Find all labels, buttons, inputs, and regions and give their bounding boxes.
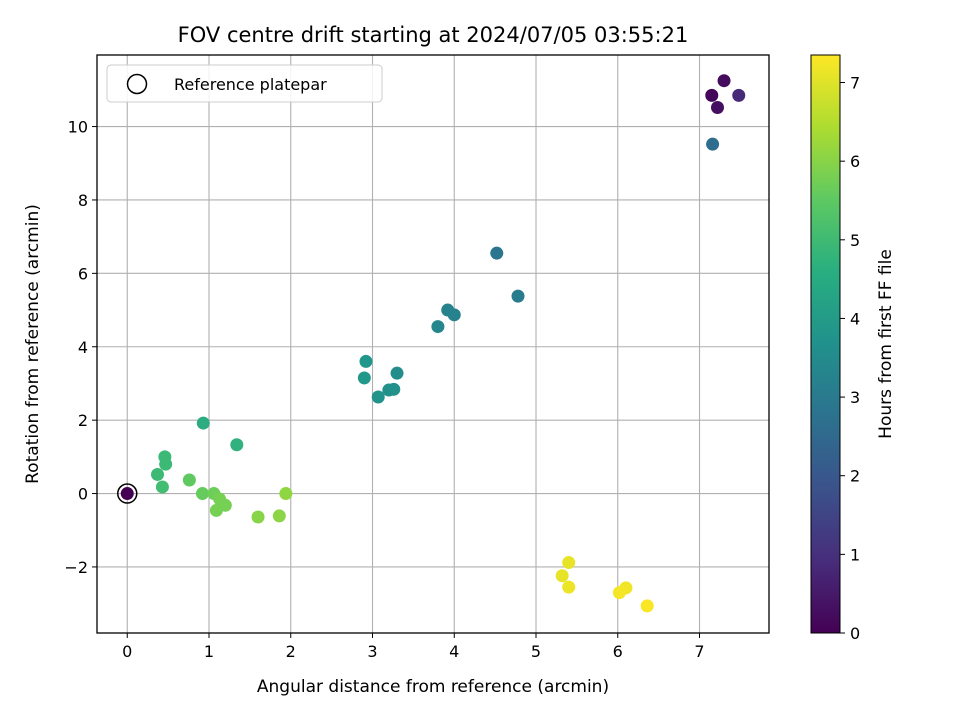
data-point — [705, 88, 719, 102]
x-axis-ticks: 0 1 2 3 4 5 6 7 — [122, 633, 705, 661]
y-tick-label: −2 — [64, 558, 88, 577]
y-tick-label: 10 — [68, 118, 88, 137]
legend-reference-marker — [126, 73, 148, 95]
data-point — [640, 599, 654, 613]
data-point — [357, 371, 371, 385]
data-point — [209, 503, 223, 517]
data-point — [562, 556, 576, 570]
colorbar-gradient — [810, 54, 841, 634]
x-tick-label: 5 — [531, 642, 541, 661]
data-points — [120, 74, 746, 613]
x-tick-label: 3 — [367, 642, 377, 661]
data-point — [196, 416, 210, 430]
colorbar-tick-label: 0 — [850, 624, 860, 643]
colorbar-tick-label: 6 — [850, 152, 860, 171]
colorbar-tick-label: 3 — [850, 388, 860, 407]
legend-box — [106, 64, 383, 103]
data-point — [371, 390, 385, 404]
data-point — [732, 88, 746, 102]
data-point — [272, 509, 286, 523]
y-axis-ticks: −2 0 2 4 6 8 10 — [64, 118, 97, 577]
data-point — [387, 382, 401, 396]
reference-marker-layer — [116, 483, 138, 504]
x-tick-label: 7 — [694, 642, 704, 661]
data-point — [230, 438, 244, 452]
x-tick-label: 6 — [613, 642, 623, 661]
grid-lines — [97, 55, 769, 633]
legend: Reference platepar — [106, 64, 383, 103]
colorbar-tick-label: 2 — [850, 467, 860, 486]
data-point — [120, 487, 134, 501]
colorbar-ticks: 0 1 2 3 4 5 6 7 — [840, 74, 860, 643]
y-tick-label: 4 — [78, 338, 88, 357]
data-point — [150, 467, 164, 481]
y-tick-label: 6 — [78, 264, 88, 283]
colorbar-tick-label: 5 — [850, 231, 860, 250]
y-tick-label: 0 — [78, 485, 88, 504]
x-axis-label: Angular distance from reference (arcmin) — [257, 677, 609, 697]
data-point — [431, 320, 445, 334]
colorbar: 0 1 2 3 4 5 6 7 Hours from first FF file — [810, 54, 896, 643]
data-point — [195, 487, 209, 501]
data-point — [612, 586, 626, 600]
data-point — [555, 569, 569, 583]
data-point — [251, 510, 265, 524]
legend-entry-reference: Reference platepar — [174, 75, 327, 94]
x-tick-label: 2 — [286, 642, 296, 661]
chart-title: FOV centre drift starting at 2024/07/05 … — [178, 23, 689, 47]
plot-frame — [96, 54, 770, 634]
x-tick-label: 4 — [449, 642, 459, 661]
data-point — [447, 308, 461, 322]
y-tick-label: 8 — [78, 191, 88, 210]
data-point — [710, 100, 724, 114]
colorbar-label: Hours from first FF file — [876, 249, 896, 439]
x-tick-label: 1 — [204, 642, 214, 661]
colorbar-tick-label: 1 — [850, 545, 860, 564]
data-point — [390, 366, 404, 380]
y-tick-label: 2 — [78, 411, 88, 430]
data-point — [562, 580, 576, 594]
data-point — [511, 289, 525, 303]
reference-platepar-marker — [116, 483, 138, 504]
data-point — [706, 137, 720, 151]
x-tick-label: 0 — [122, 642, 132, 661]
data-point — [182, 473, 196, 487]
data-point — [490, 246, 504, 260]
data-point — [279, 487, 293, 501]
colorbar-tick-label: 7 — [850, 74, 860, 93]
data-point — [159, 457, 173, 471]
data-point — [717, 74, 731, 88]
data-point — [155, 480, 169, 494]
y-axis-label: Rotation from reference (arcmin) — [23, 204, 43, 484]
colorbar-tick-label: 4 — [850, 309, 860, 328]
data-point — [359, 354, 373, 368]
